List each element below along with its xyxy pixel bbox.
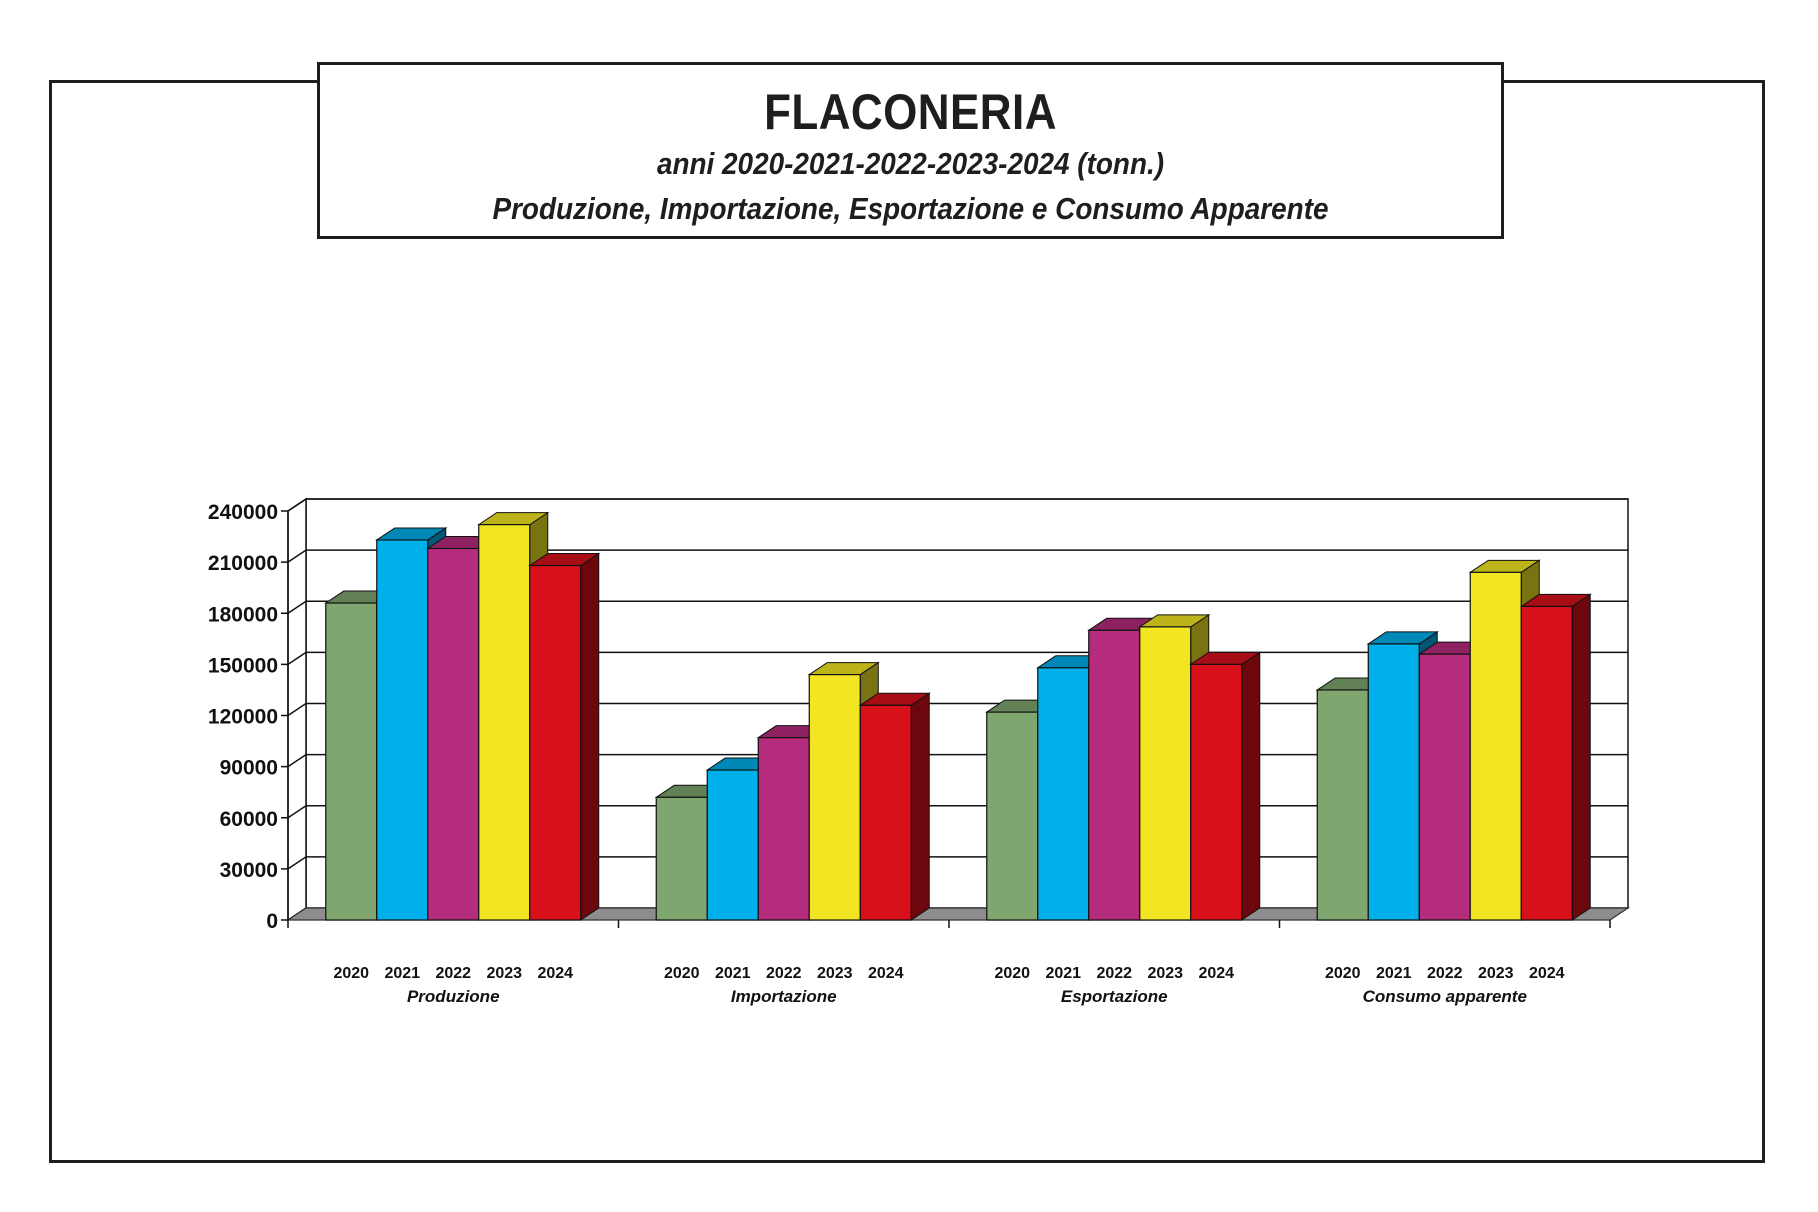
x-year-label: 2022 — [1096, 965, 1132, 982]
bar-front — [859, 704, 912, 921]
gridline-side — [287, 805, 307, 819]
x-year-label: 2022 — [766, 965, 802, 982]
bar-front — [706, 769, 759, 921]
bar-side — [1241, 651, 1261, 921]
y-tick-label: 150000 — [208, 654, 278, 677]
bar-side — [910, 692, 930, 921]
x-category-label: Produzione — [407, 987, 500, 1006]
x-year-label: 2021 — [1045, 965, 1081, 982]
x-category-label: Consumo apparente — [1363, 987, 1527, 1006]
bar-esportazione-2024 — [1189, 651, 1262, 921]
bar-front — [1037, 667, 1090, 921]
bar-front — [757, 737, 810, 921]
x-year-label: 2023 — [486, 965, 522, 982]
bar-front — [325, 602, 378, 921]
x-year-label: 2020 — [333, 965, 369, 982]
bar-side — [580, 552, 600, 921]
y-tick-label: 120000 — [208, 706, 278, 729]
x-year-label: 2024 — [1529, 965, 1565, 982]
bar-front — [1139, 626, 1192, 921]
x-year-label: 2023 — [1147, 965, 1183, 982]
x-year-label: 2024 — [868, 965, 904, 982]
bar-consumo-apparente-2024 — [1519, 593, 1592, 921]
chart-title: FLACONERIA — [764, 84, 1057, 140]
x-year-label: 2020 — [664, 965, 700, 982]
gridline-side — [287, 856, 307, 870]
y-tick-label: 30000 — [220, 859, 278, 882]
chart-subtitle-measures: Produzione, Importazione, Esportazione e… — [492, 191, 1329, 226]
y-tick-label: 90000 — [220, 757, 278, 780]
title-box: FLACONERIA anni 2020-2021-2022-2023-2024… — [317, 62, 1504, 239]
bar-side — [1571, 593, 1591, 921]
x-year-label: 2021 — [384, 965, 420, 982]
gridline-side — [287, 754, 307, 768]
bar-front — [986, 711, 1039, 921]
x-year-label: 2021 — [715, 965, 751, 982]
x-year-label: 2021 — [1376, 965, 1412, 982]
y-tick-label: 60000 — [220, 808, 278, 831]
bar-front — [1190, 663, 1243, 921]
bar-front — [376, 539, 429, 921]
bar-front — [1520, 605, 1573, 921]
bar-front — [478, 524, 531, 921]
bar-front — [808, 673, 861, 921]
bar-front — [655, 796, 708, 921]
y-tick-label: 180000 — [208, 603, 278, 626]
bar-front — [1418, 653, 1471, 921]
bar-front — [1367, 643, 1420, 921]
bar-produzione-2024 — [528, 552, 601, 921]
bar-front — [1469, 571, 1522, 921]
y-tick-label: 240000 — [208, 501, 278, 524]
x-year-label: 2023 — [817, 965, 853, 982]
bar-front — [427, 547, 480, 921]
x-year-label: 2023 — [1478, 965, 1514, 982]
labels-layer: 0 30000 60000 90000 120000 150000 180000 210000… — [208, 501, 1565, 1006]
x-year-label: 2024 — [537, 965, 573, 982]
bars-layer — [324, 511, 1592, 921]
x-year-label: 2020 — [1325, 965, 1361, 982]
gridline-side — [287, 600, 307, 614]
chart-subtitle-years: anni 2020-2021-2022-2023-2024 (tonn.) — [656, 146, 1165, 181]
x-category-label: Esportazione — [1061, 987, 1168, 1006]
gridline-side — [287, 651, 307, 665]
bar-importazione-2024 — [858, 692, 931, 921]
y-tick-label: 210000 — [208, 552, 278, 575]
gridline-side — [287, 498, 307, 512]
bar-front — [529, 564, 582, 921]
x-category-label: Importazione — [731, 987, 837, 1006]
y-tick-label: 0 — [266, 910, 278, 933]
x-year-label: 2024 — [1198, 965, 1234, 982]
bar-front — [1088, 629, 1141, 921]
x-year-label: 2022 — [435, 965, 471, 982]
x-year-label: 2020 — [994, 965, 1030, 982]
gridline-side — [287, 702, 307, 717]
x-year-label: 2022 — [1427, 965, 1463, 982]
bar-front — [1316, 689, 1369, 921]
gridline-side — [287, 549, 307, 563]
